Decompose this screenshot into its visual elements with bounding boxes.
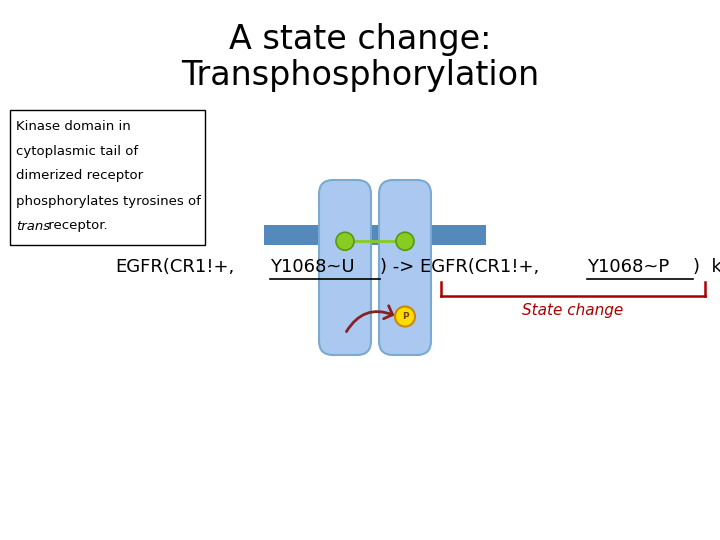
Text: trans: trans — [16, 219, 50, 233]
Circle shape — [396, 232, 414, 250]
FancyBboxPatch shape — [10, 110, 205, 245]
Text: Kinase domain in: Kinase domain in — [16, 119, 131, 132]
Text: EGFR(CR1!+,: EGFR(CR1!+, — [115, 258, 234, 276]
Text: Transphosphorylation: Transphosphorylation — [181, 58, 539, 91]
Text: phosphorylates tyrosines of: phosphorylates tyrosines of — [16, 194, 201, 207]
Text: A state change:: A state change: — [229, 24, 491, 57]
Circle shape — [336, 232, 354, 250]
Text: State change: State change — [522, 302, 624, 318]
Text: dimerized receptor: dimerized receptor — [16, 170, 143, 183]
FancyArrowPatch shape — [346, 306, 392, 332]
Text: cytoplasmic tail of: cytoplasmic tail of — [16, 145, 138, 158]
Text: P: P — [402, 312, 408, 321]
Text: Y1068~P: Y1068~P — [587, 258, 669, 276]
Text: )  kp3: ) kp3 — [693, 258, 720, 276]
FancyBboxPatch shape — [319, 180, 371, 355]
Circle shape — [395, 307, 415, 327]
Text: receptor.: receptor. — [44, 219, 107, 233]
Text: Y1068~U: Y1068~U — [270, 258, 354, 276]
Bar — [264, 225, 486, 245]
FancyBboxPatch shape — [379, 180, 431, 355]
Text: ) -> EGFR(CR1!+,: ) -> EGFR(CR1!+, — [379, 258, 539, 276]
